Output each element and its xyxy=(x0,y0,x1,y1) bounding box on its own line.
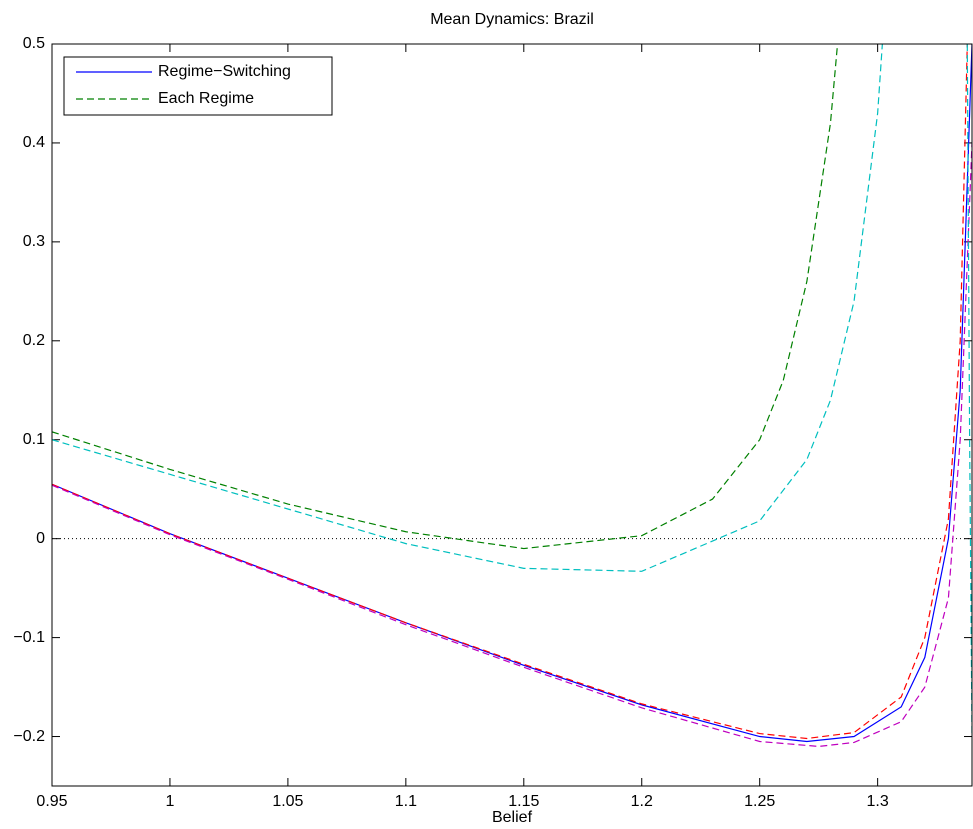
y-tick-label: −0.1 xyxy=(13,629,45,646)
series-line xyxy=(52,44,968,740)
x-tick-label: 1.3 xyxy=(867,793,889,810)
x-axis-label: Belief xyxy=(492,809,533,826)
y-tick-label: 0.5 xyxy=(23,35,45,52)
x-tick-label: 1.25 xyxy=(744,793,775,810)
axes-box xyxy=(51,43,973,787)
legend-box xyxy=(63,56,333,116)
x-tick-label: 1.05 xyxy=(272,793,303,810)
y-tick-label: 0.4 xyxy=(23,134,45,151)
y-tick-label: 0.1 xyxy=(23,431,45,448)
series-line xyxy=(52,44,972,737)
x-tick-label: 1.1 xyxy=(395,793,417,810)
legend-label: Regime−Switching xyxy=(158,63,291,80)
series-line xyxy=(52,44,972,743)
y-tick-label: −0.2 xyxy=(13,728,45,745)
y-tick-label: 0.3 xyxy=(23,233,45,250)
x-tick-label: 1 xyxy=(165,793,174,810)
plot-area xyxy=(52,44,972,786)
series-line xyxy=(52,142,972,748)
x-tick-label: 1.2 xyxy=(631,793,653,810)
y-tick-label: 0.2 xyxy=(23,332,45,349)
legend: Regime−Switching Each Regime xyxy=(63,56,333,116)
series-line xyxy=(52,44,839,550)
x-tick-label: 0.95 xyxy=(36,793,67,810)
x-tick-label: 1.15 xyxy=(508,793,539,810)
legend-label: Each Regime xyxy=(158,90,254,107)
y-tick-label: 0 xyxy=(36,530,45,547)
chart-title: Mean Dynamics: Brazil xyxy=(430,11,594,28)
